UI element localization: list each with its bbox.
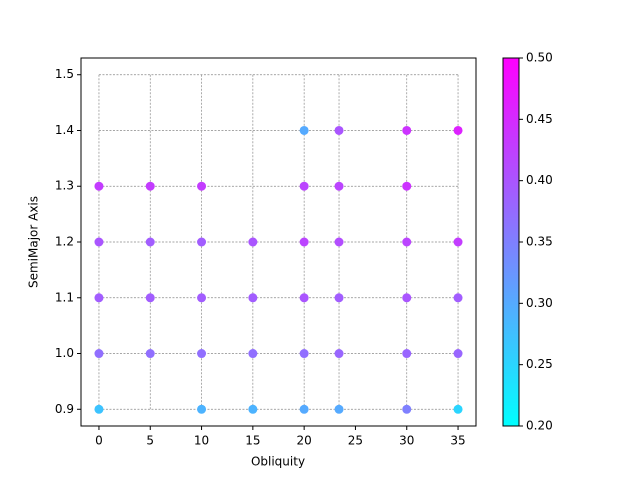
point <box>145 237 155 247</box>
point <box>299 293 309 303</box>
point <box>197 293 207 303</box>
point <box>145 349 155 359</box>
x-tick-label: 0 <box>95 434 103 448</box>
colorbar-tick-label: 0.30 <box>526 296 553 310</box>
point <box>299 404 309 414</box>
y-tick-label: 1.5 <box>55 67 74 81</box>
y-tick-label: 1.3 <box>55 179 74 193</box>
point <box>334 293 344 303</box>
point <box>94 181 104 191</box>
point <box>334 237 344 247</box>
y-tick-label: 0.9 <box>55 402 74 416</box>
point <box>402 237 412 247</box>
point <box>334 404 344 414</box>
point <box>453 293 463 303</box>
point <box>197 237 207 247</box>
x-tick-label: 25 <box>348 434 363 448</box>
point <box>402 125 412 135</box>
colorbar-tick-label: 0.40 <box>526 173 553 187</box>
point <box>453 125 463 135</box>
point <box>402 181 412 191</box>
colorbar-tick-label: 0.45 <box>526 112 553 126</box>
colorbar-tick-label: 0.20 <box>526 419 553 433</box>
x-tick-label: 5 <box>146 434 154 448</box>
colorbar-tick-label: 0.50 <box>526 51 553 65</box>
point <box>94 237 104 247</box>
point <box>334 125 344 135</box>
x-tick-label: 10 <box>194 434 209 448</box>
x-tick-label: 35 <box>450 434 465 448</box>
y-tick-label: 1.4 <box>55 123 74 137</box>
point <box>299 181 309 191</box>
y-axis-label: SemiMajor Axis <box>27 196 41 288</box>
point <box>299 125 309 135</box>
point <box>94 404 104 414</box>
y-tick-label: 1.2 <box>55 235 74 249</box>
point <box>334 181 344 191</box>
point <box>197 181 207 191</box>
point <box>248 404 258 414</box>
point <box>453 349 463 359</box>
x-axis-label: Obliquity <box>251 455 305 469</box>
colorbar-tick-label: 0.35 <box>526 235 553 249</box>
point <box>94 349 104 359</box>
colorbar <box>502 57 520 427</box>
point <box>145 181 155 191</box>
y-tick-label: 1.0 <box>55 346 74 360</box>
y-tick-label: 1.1 <box>55 290 74 304</box>
point <box>197 404 207 414</box>
point <box>248 237 258 247</box>
plot-frame <box>80 57 477 427</box>
point <box>402 293 412 303</box>
x-tick-label: 15 <box>245 434 260 448</box>
point <box>248 293 258 303</box>
x-tick-label: 20 <box>297 434 312 448</box>
point <box>299 349 309 359</box>
point <box>299 237 309 247</box>
point <box>334 349 344 359</box>
point <box>94 293 104 303</box>
x-tick-label: 30 <box>399 434 414 448</box>
point <box>197 349 207 359</box>
point <box>402 404 412 414</box>
colorbar-tick-label: 0.25 <box>526 357 553 371</box>
point <box>402 349 412 359</box>
point <box>453 237 463 247</box>
point <box>453 404 463 414</box>
point <box>248 349 258 359</box>
point <box>145 293 155 303</box>
